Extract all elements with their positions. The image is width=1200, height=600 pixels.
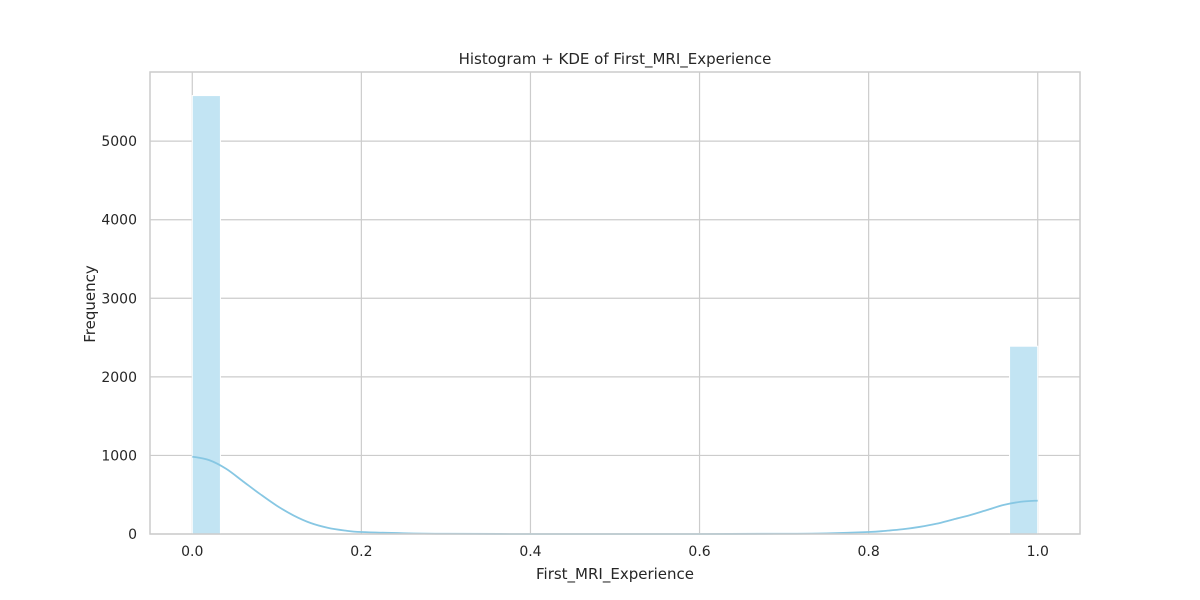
y-tick-label: 4000 bbox=[101, 213, 137, 229]
y-tick-label: 3000 bbox=[101, 291, 137, 307]
y-tick-labels: 0 1000 2000 3000 4000 5000 bbox=[101, 134, 137, 543]
y-axis-label: Frequency bbox=[81, 265, 99, 343]
y-tick-label: 1000 bbox=[101, 448, 137, 464]
histogram-bar bbox=[1009, 345, 1039, 535]
plot-frame bbox=[149, 71, 1081, 535]
x-tick-label: 0.8 bbox=[858, 544, 880, 560]
grid-lines bbox=[150, 72, 1080, 535]
x-tick-label: 0.0 bbox=[181, 544, 203, 560]
chart-title: Histogram + KDE of First_MRI_Experience bbox=[459, 50, 772, 69]
y-tick-label: 0 bbox=[128, 527, 137, 543]
kde-curve bbox=[192, 455, 1038, 535]
x-axis-label: First_MRI_Experience bbox=[536, 565, 694, 584]
histogram-bar bbox=[191, 95, 221, 535]
x-tick-label: 0.2 bbox=[350, 544, 372, 560]
y-tick-label: 2000 bbox=[101, 370, 137, 386]
x-tick-label: 0.4 bbox=[519, 544, 541, 560]
x-tick-label: 0.6 bbox=[688, 544, 710, 560]
histogram-bars bbox=[191, 95, 1039, 535]
x-tick-label: 1.0 bbox=[1027, 544, 1049, 560]
x-tick-labels: 0.0 0.2 0.4 0.6 0.8 1.0 bbox=[181, 544, 1049, 560]
y-tick-label: 5000 bbox=[101, 134, 137, 150]
